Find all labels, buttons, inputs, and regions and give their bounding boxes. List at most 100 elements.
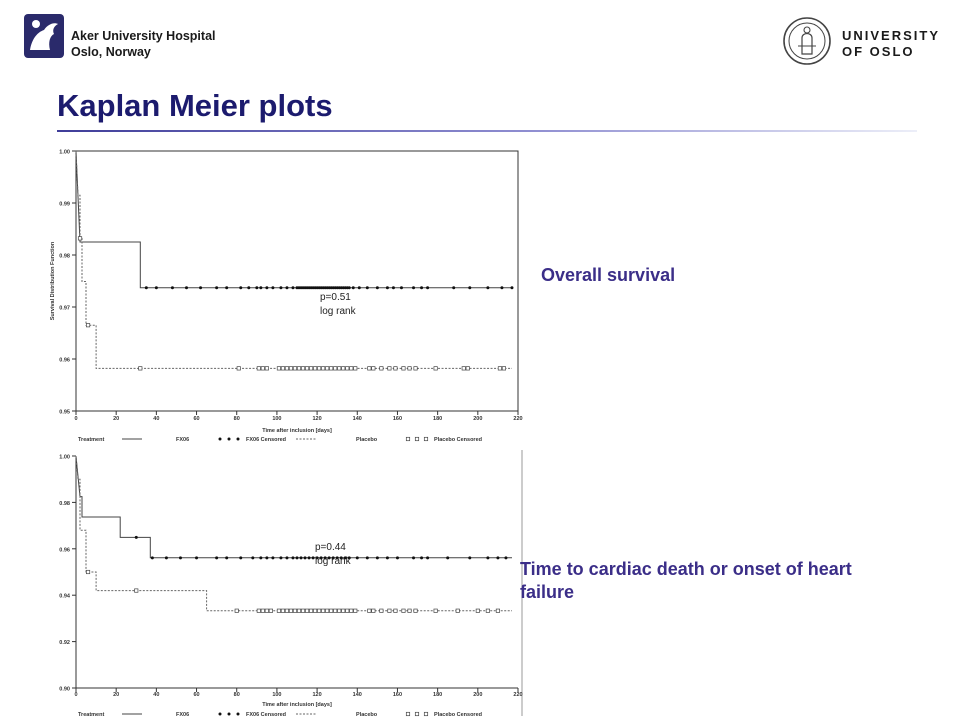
- x-tick-label: 40: [153, 416, 159, 422]
- censored-marker-fx06: [251, 556, 255, 560]
- legend-label-fx06: FX06: [176, 437, 189, 443]
- x-tick-label: 20: [113, 692, 119, 698]
- censored-marker-fx06: [365, 556, 369, 560]
- legend-marker-placebo-censored: [414, 436, 420, 442]
- x-tick-label: 100: [272, 692, 281, 698]
- censored-marker-fx06: [144, 286, 148, 290]
- censored-marker-placebo: [461, 366, 466, 371]
- legend-marker-fx06-censored: [218, 712, 222, 716]
- censored-marker-placebo: [288, 608, 294, 613]
- censored-marker-fx06: [412, 286, 416, 290]
- censored-marker-fx06: [239, 556, 243, 560]
- censored-marker-placebo: [367, 366, 372, 371]
- censored-marker-placebo: [268, 608, 273, 613]
- censored-marker-placebo: [317, 608, 322, 613]
- censored-marker-placebo: [138, 366, 143, 371]
- university-seal-icon: [783, 17, 831, 65]
- legend-title: Treatment: [78, 712, 104, 718]
- censored-marker-placebo: [455, 608, 460, 613]
- log-rank-label: log rank: [320, 306, 357, 317]
- censored-marker-placebo: [260, 608, 265, 613]
- censored-marker-fx06: [412, 556, 416, 560]
- censored-marker-fx06: [357, 286, 361, 290]
- censored-marker-fx06: [199, 286, 203, 290]
- km-curve-fx06: [75, 455, 512, 559]
- censored-marker-fx06: [391, 286, 395, 290]
- censored-marker-placebo: [393, 366, 398, 371]
- censored-marker-placebo: [86, 323, 91, 328]
- censored-marker-placebo: [292, 366, 298, 371]
- x-tick-label: 80: [234, 692, 240, 698]
- censored-marker-fx06: [347, 556, 351, 560]
- censored-marker-placebo: [309, 608, 314, 613]
- censored-marker-placebo: [329, 366, 334, 371]
- censored-marker-placebo: [321, 366, 326, 371]
- censored-marker-placebo: [337, 608, 342, 613]
- y-tick-label: 0.94: [59, 594, 71, 600]
- legend-label-fx06-censored: FX06 Censored: [246, 712, 286, 718]
- university-city: OF OSLO: [842, 44, 915, 59]
- censored-marker-placebo: [413, 366, 418, 371]
- censored-marker-fx06: [215, 286, 219, 290]
- km-curve-placebo: [75, 150, 512, 369]
- censored-marker-fx06: [225, 286, 229, 290]
- censored-marker-placebo: [304, 366, 310, 371]
- censored-marker-fx06: [335, 556, 339, 560]
- x-tick-label: 200: [473, 692, 482, 698]
- y-tick-label: 0.92: [59, 640, 70, 646]
- censored-marker-fx06: [375, 556, 379, 560]
- censored-marker-fx06: [299, 556, 303, 560]
- censored-marker-placebo: [387, 366, 392, 371]
- legend-label-placebo: Placebo: [356, 437, 378, 443]
- censored-marker-fx06: [134, 535, 138, 539]
- censored-marker-fx06: [259, 286, 263, 290]
- censored-marker-placebo: [407, 366, 412, 371]
- censored-marker-placebo: [345, 366, 350, 371]
- censored-marker-fx06: [295, 556, 299, 560]
- censored-marker-placebo: [288, 366, 294, 371]
- censored-marker-fx06: [271, 286, 275, 290]
- legend-marker-fx06-censored: [236, 437, 240, 441]
- censored-marker-placebo: [353, 608, 358, 613]
- censored-marker-placebo: [77, 236, 83, 241]
- censored-marker-placebo: [371, 608, 376, 613]
- legend-label-placebo-censored: Placebo Censored: [434, 712, 482, 718]
- x-axis-label: Time after inclusion [days]: [262, 702, 332, 708]
- title-divider: [57, 130, 917, 132]
- y-tick-label: 0.96: [59, 547, 70, 553]
- censored-marker-placebo: [256, 366, 261, 371]
- censored-marker-fx06: [468, 556, 472, 560]
- x-tick-label: 120: [312, 692, 321, 698]
- legend-label-placebo: Placebo: [356, 712, 378, 718]
- censored-marker-placebo: [501, 366, 506, 371]
- censored-marker-fx06: [170, 286, 174, 290]
- x-tick-label: 60: [193, 416, 199, 422]
- censored-marker-fx06: [303, 556, 307, 560]
- censored-marker-placebo: [401, 366, 406, 371]
- legend-marker-placebo-censored: [405, 436, 411, 442]
- censored-marker-placebo: [280, 608, 285, 613]
- y-tick-label: 0.98: [59, 501, 70, 507]
- censored-marker-fx06: [399, 286, 403, 290]
- p-value-label: p=0.51: [320, 292, 351, 303]
- censored-marker-placebo: [379, 608, 384, 613]
- censored-marker-fx06: [375, 286, 379, 290]
- censored-marker-fx06: [327, 556, 331, 560]
- censored-marker-fx06: [215, 556, 219, 560]
- censored-marker-fx06: [343, 556, 347, 560]
- censored-marker-placebo: [292, 608, 298, 613]
- censored-marker-fx06: [265, 556, 269, 560]
- x-tick-label: 80: [234, 416, 240, 422]
- censored-marker-placebo: [497, 366, 502, 371]
- censored-marker-placebo: [495, 608, 500, 613]
- x-tick-label: 180: [433, 692, 442, 698]
- censored-marker-fx06: [154, 286, 158, 290]
- censored-marker-fx06: [285, 286, 289, 290]
- censored-marker-placebo: [329, 608, 334, 613]
- cardiac-event-plot: 0.90 0.92 0.94 0.96 0.98 1.00 0 20 40 60 80 100 120 1…: [59, 450, 523, 718]
- censored-marker-fx06: [164, 556, 168, 560]
- censored-marker-placebo: [280, 366, 285, 371]
- x-tick-label: 120: [312, 416, 321, 422]
- legend-label-placebo-censored: Placebo Censored: [434, 437, 482, 443]
- legend-marker-fx06-censored: [227, 712, 231, 716]
